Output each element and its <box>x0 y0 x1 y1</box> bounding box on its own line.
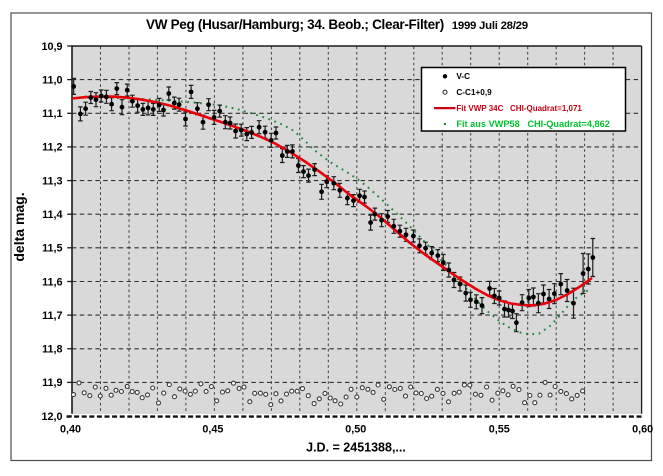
svg-text:J.D. = 2451388,...: J.D. = 2451388,... <box>306 441 406 455</box>
svg-text:12,0: 12,0 <box>41 411 62 423</box>
svg-text:11,3: 11,3 <box>42 175 62 187</box>
svg-text:11,2: 11,2 <box>42 142 62 154</box>
svg-text:0,60: 0,60 <box>632 424 653 436</box>
svg-text:11,8: 11,8 <box>42 344 62 356</box>
svg-text:0,55: 0,55 <box>489 424 510 436</box>
svg-text:11,0: 11,0 <box>42 74 62 86</box>
svg-text:C-C1+0,9: C-C1+0,9 <box>456 88 492 97</box>
svg-text:11,1: 11,1 <box>42 108 62 120</box>
svg-text:1999 Juli 28/29: 1999 Juli 28/29 <box>452 20 528 32</box>
svg-text:11,9: 11,9 <box>42 377 62 389</box>
svg-text:11,4: 11,4 <box>42 209 62 221</box>
svg-text:11,7: 11,7 <box>42 310 62 322</box>
svg-text:V-C: V-C <box>456 72 470 81</box>
svg-text:0,40: 0,40 <box>60 424 81 436</box>
svg-text:Fit VWP 34C CHI-Quadrat=1,07: Fit VWP 34C CHI-Quadrat=1,071 <box>456 104 582 113</box>
svg-text:Fit aus VWP58 CHI-Quadrat=4,: Fit aus VWP58 CHI-Quadrat=4,862 <box>456 119 609 129</box>
svg-text:10,9: 10,9 <box>41 41 62 53</box>
svg-text:11,6: 11,6 <box>42 276 62 288</box>
svg-text:11,5: 11,5 <box>42 243 62 255</box>
svg-text:0,50: 0,50 <box>345 424 366 436</box>
svg-text:delta mag.: delta mag. <box>11 192 27 261</box>
svg-text:0,45: 0,45 <box>202 424 223 436</box>
svg-text:VW Peg (Husar/Hamburg; 34. Beo: VW Peg (Husar/Hamburg; 34. Beob.; Clear-… <box>146 17 444 32</box>
